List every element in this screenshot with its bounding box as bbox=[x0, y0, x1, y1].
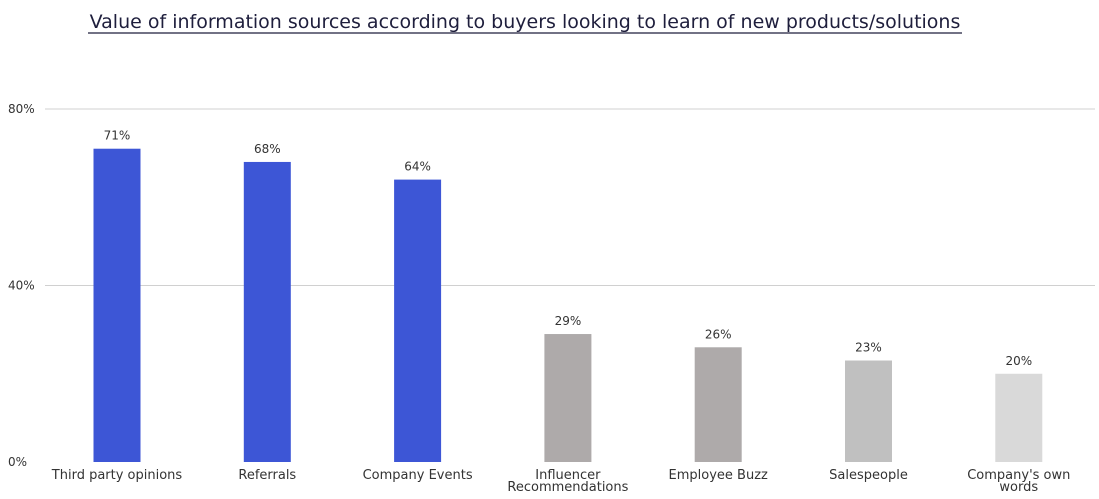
x-tick-label: Employee Buzz bbox=[669, 468, 768, 483]
value-label: 23% bbox=[855, 341, 882, 355]
gridlines bbox=[45, 108, 1095, 286]
bar bbox=[845, 360, 892, 462]
bars bbox=[93, 148, 1043, 462]
x-tick-label: Influencer bbox=[535, 468, 601, 483]
value-label: 29% bbox=[555, 314, 582, 328]
y-axis-ticks: 0% 40% 80% bbox=[8, 102, 35, 469]
x-tick-label: Third party opinions bbox=[51, 468, 183, 483]
x-tick-label: words bbox=[999, 480, 1038, 495]
bar bbox=[995, 373, 1043, 462]
x-tick-label: Referrals bbox=[238, 468, 296, 483]
value-label: 64% bbox=[404, 160, 431, 174]
bar bbox=[544, 334, 592, 462]
value-label: 68% bbox=[254, 142, 281, 156]
y-tick-label: 40% bbox=[8, 279, 35, 293]
x-tick-label: Recommendations bbox=[507, 480, 628, 495]
x-tick-label: Salespeople bbox=[829, 468, 908, 483]
x-tick-label: Company Events bbox=[363, 468, 473, 483]
value-label: 20% bbox=[1005, 354, 1032, 368]
value-label: 71% bbox=[104, 129, 131, 143]
bar bbox=[243, 161, 291, 462]
bar bbox=[394, 179, 442, 462]
x-tick-label: Company's own bbox=[967, 468, 1070, 483]
y-tick-label: 0% bbox=[8, 455, 27, 469]
bar bbox=[694, 347, 742, 462]
value-labels: 71% 68% 64% 29% 26% 23% 20% bbox=[104, 129, 1032, 368]
x-axis-labels: Third party opinions Referrals Company Eve… bbox=[51, 468, 1071, 495]
y-tick-label: 80% bbox=[8, 102, 35, 116]
value-label: 26% bbox=[705, 327, 732, 341]
chart-title: Value of information sources according t… bbox=[90, 11, 961, 33]
bar bbox=[93, 148, 141, 462]
